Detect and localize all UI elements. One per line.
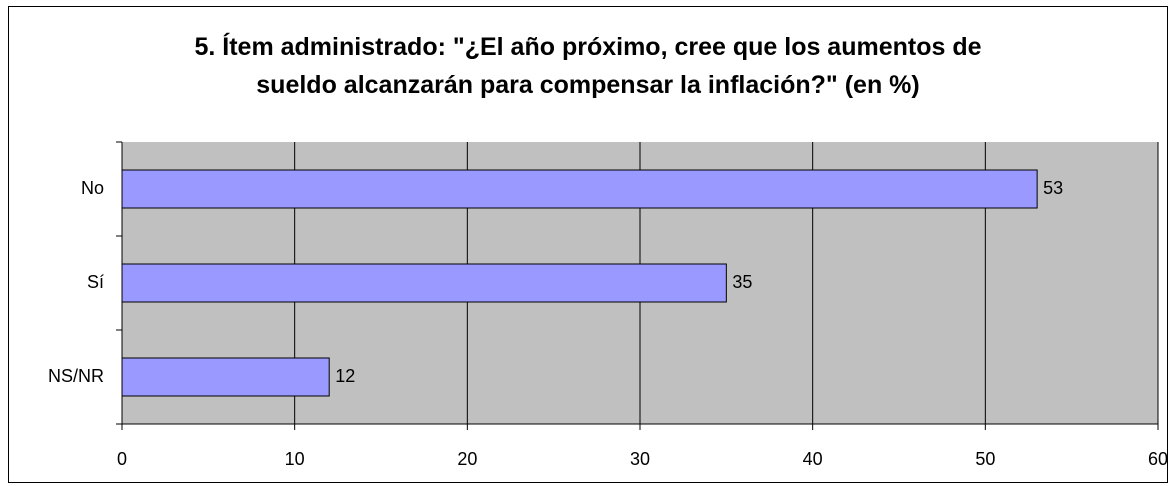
x-tick-label: 0	[117, 449, 127, 469]
data-label: 35	[732, 272, 752, 292]
x-tick-label: 20	[457, 449, 477, 469]
bar	[121, 263, 727, 303]
y-tick-label: NS/NR	[48, 366, 104, 386]
data-label: 53	[1043, 178, 1063, 198]
bar	[121, 169, 1038, 209]
bar	[121, 357, 330, 397]
x-tick-label: 60	[1148, 449, 1168, 469]
x-tick-label: 40	[803, 449, 823, 469]
chart-title: 5. Ítem administrado: "¿El año próximo, …	[194, 33, 982, 99]
y-tick-label: No	[81, 178, 104, 198]
x-tick-label: 30	[630, 449, 650, 469]
x-tick-label: 10	[285, 449, 305, 469]
data-label: 12	[335, 366, 355, 386]
y-tick-label: Sí	[87, 272, 104, 292]
x-tick-label: 50	[975, 449, 995, 469]
